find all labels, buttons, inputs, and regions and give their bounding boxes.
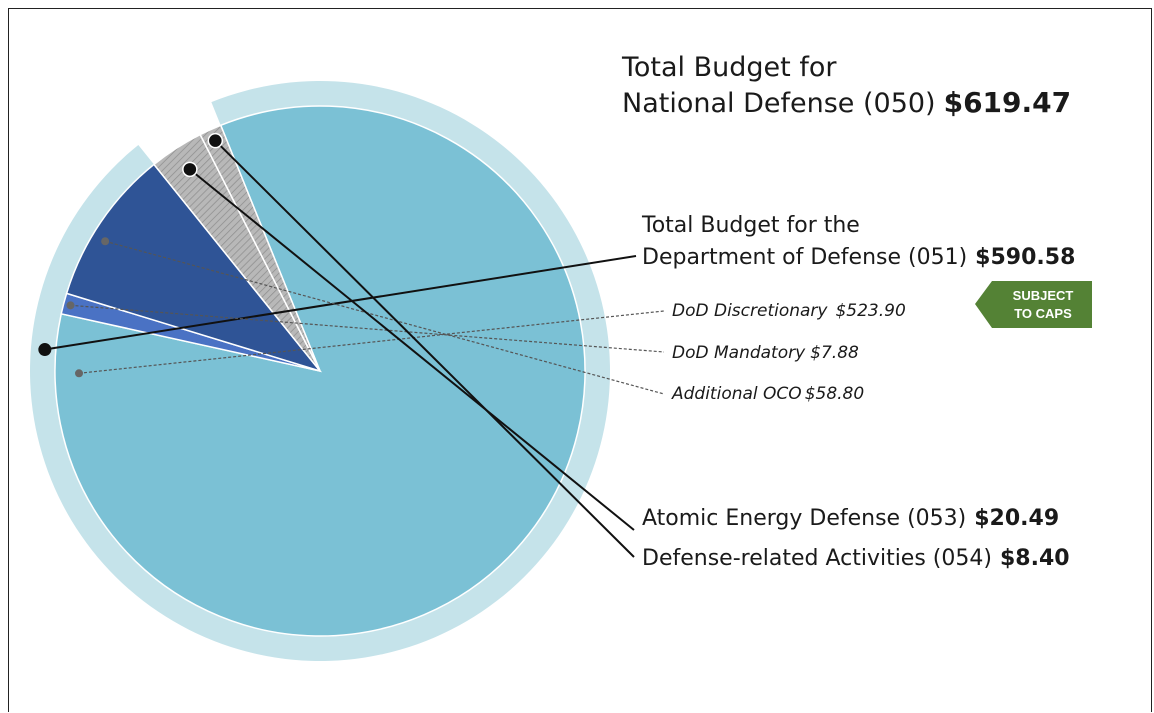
mand-value: $7.88 <box>810 343 859 363</box>
dod-value: $590.58 <box>975 245 1075 270</box>
dod-title-line2: Department of Defense (051) $590.58 <box>642 245 1075 270</box>
related-value: $8.40 <box>1000 546 1070 571</box>
total-title-line1: Total Budget for <box>621 52 837 83</box>
mand-leader-line <box>70 304 665 353</box>
disc-marker <box>75 369 84 378</box>
atomic-leader-line <box>189 168 635 531</box>
disc-label: DoD Discretionary $523.90 <box>672 301 906 321</box>
oco-leader-line <box>104 240 665 395</box>
mand-label: DoD Mandatory $7.88 <box>672 343 859 363</box>
total-value: $619.47 <box>944 86 1072 119</box>
related-leader-line <box>214 139 635 558</box>
dod-leader-line <box>44 255 637 351</box>
badge-line1: SUBJECT <box>1013 288 1074 303</box>
atomic-label: Atomic Energy Defense (053) $20.49 <box>642 506 1059 531</box>
related-name: Defense-related Activities (054) <box>642 546 992 571</box>
slice-layer <box>54 105 586 637</box>
oco-label: Additional OCO $58.80 <box>671 384 864 404</box>
mand-name: DoD Mandatory <box>672 343 806 363</box>
dod-title-label: Department of Defense (051) <box>642 245 967 270</box>
dod-marker <box>38 343 52 357</box>
related-marker <box>207 132 224 149</box>
oco-name: Additional OCO <box>671 384 802 404</box>
atomic-marker <box>182 161 198 178</box>
disc-leader-line <box>78 310 665 374</box>
total-title-label: National Defense (050) <box>622 88 936 119</box>
disc-name: DoD Discretionary <box>672 301 828 321</box>
related-label: Defense-related Activities (054) $8.40 <box>642 546 1070 571</box>
oco-value: $58.80 <box>805 384 864 404</box>
disc-value: $523.90 <box>835 301 905 321</box>
subject-to-caps-badge: SUBJECT TO CAPS <box>975 281 1092 328</box>
badge-line2: TO CAPS <box>1014 306 1072 321</box>
atomic-name: Atomic Energy Defense (053) <box>642 506 966 531</box>
atomic-value: $20.49 <box>974 506 1059 531</box>
leader-layer <box>38 132 665 558</box>
mand-marker <box>66 301 75 310</box>
pie-slice-related <box>199 124 321 372</box>
total-title-line2: National Defense (050) $619.47 <box>622 86 1071 119</box>
dod-title-line1: Total Budget for the <box>641 213 860 238</box>
oco-marker <box>101 237 110 246</box>
